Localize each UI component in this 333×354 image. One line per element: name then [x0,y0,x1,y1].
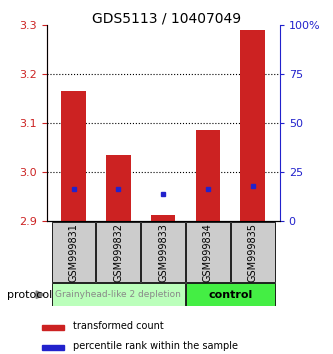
Text: GDS5113 / 10407049: GDS5113 / 10407049 [92,11,241,25]
Bar [196,130,220,221]
Text: GSM999832: GSM999832 [113,223,123,282]
FancyBboxPatch shape [186,223,230,282]
Text: percentile rank within the sample: percentile rank within the sample [73,341,238,351]
FancyBboxPatch shape [186,283,275,306]
Text: Grainyhead-like 2 depletion: Grainyhead-like 2 depletion [55,290,181,299]
Bar [151,215,175,221]
Text: GSM999834: GSM999834 [203,223,213,282]
Bar [42,325,64,330]
Text: GSM999833: GSM999833 [158,223,168,282]
Text: protocol: protocol [7,290,52,299]
Bar [42,345,64,350]
Text: transformed count: transformed count [73,321,164,331]
FancyBboxPatch shape [96,223,140,282]
Bar [61,91,86,221]
FancyBboxPatch shape [141,223,185,282]
Bar [240,30,265,221]
Bar [106,155,131,221]
FancyBboxPatch shape [52,283,185,306]
Text: GSM999835: GSM999835 [248,223,258,282]
Text: GSM999831: GSM999831 [69,223,79,282]
FancyBboxPatch shape [52,223,96,282]
FancyBboxPatch shape [231,223,275,282]
Text: control: control [208,290,252,300]
